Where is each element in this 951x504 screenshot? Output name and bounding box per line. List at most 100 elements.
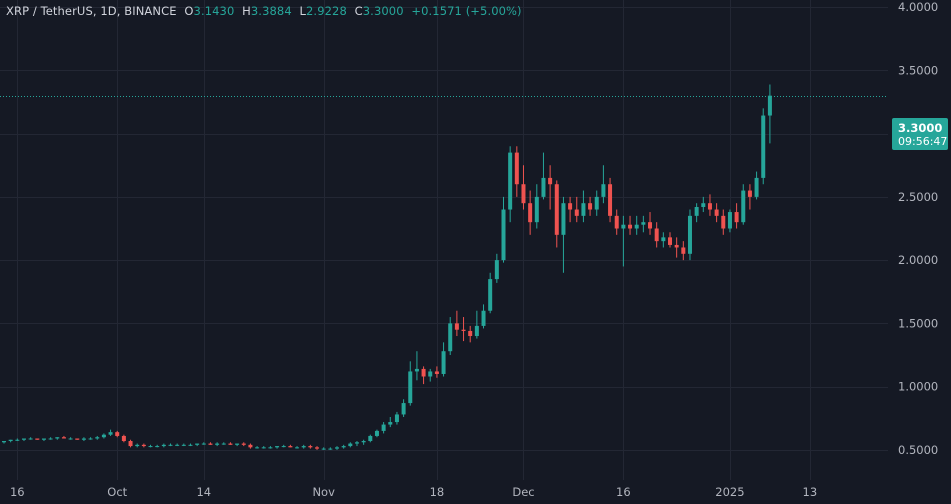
candle-body	[388, 422, 393, 425]
candle-body	[135, 444, 140, 447]
candle-body	[115, 432, 120, 436]
symbol-legend: XRP / TetherUS, 1D, BINANCE O3.1430 H3.3…	[6, 4, 522, 18]
candle-body	[48, 438, 53, 440]
candle-body	[195, 443, 200, 445]
time-tick-label: 16	[10, 485, 25, 499]
candle-body	[754, 177, 759, 197]
candle-body	[654, 228, 659, 242]
candle-body	[461, 329, 466, 331]
candle-body	[628, 224, 633, 229]
candle-body	[148, 446, 153, 448]
candle-body	[15, 439, 20, 441]
high-label: H	[242, 4, 251, 18]
candle-body	[574, 209, 579, 216]
candle-body	[335, 447, 339, 449]
candle-body	[441, 351, 446, 374]
candle-body	[28, 438, 33, 440]
candle-body	[21, 438, 26, 440]
candle-body	[767, 95, 772, 116]
candle-body	[95, 437, 100, 439]
high-value: 3.3884	[250, 4, 292, 18]
candle-body	[201, 443, 206, 445]
candle-body	[348, 443, 353, 447]
candle-body	[614, 215, 619, 229]
candle-body	[521, 184, 526, 204]
price-tick-label: 1.0000	[898, 380, 938, 394]
candle-body	[594, 196, 599, 210]
candle-body	[281, 446, 286, 448]
candle-body	[494, 260, 499, 280]
candle-body	[561, 203, 566, 235]
time-tick-label: 18	[430, 485, 445, 499]
candle-body	[401, 403, 406, 415]
candle-body	[208, 443, 213, 445]
candle-body	[714, 209, 719, 216]
low-label: L	[299, 4, 307, 18]
candle-body	[248, 444, 253, 448]
price-axis[interactable]: 4.00003.50003.00002.50002.00001.50001.00…	[898, 0, 938, 457]
candle-body	[88, 438, 93, 440]
candle-body	[727, 212, 732, 229]
candle-body	[428, 371, 433, 377]
open-label: O	[184, 4, 194, 18]
candle-body	[668, 237, 672, 245]
candle-body	[674, 244, 679, 248]
candle-body	[641, 222, 646, 225]
candle-body	[268, 447, 273, 449]
candle-body	[128, 441, 133, 447]
candle-body	[648, 222, 653, 229]
candle-body	[228, 443, 233, 445]
candle-body	[288, 446, 293, 448]
candle-body	[141, 444, 146, 447]
time-axis[interactable]: 16 Oct 14 Nov 18 Dec 16 2025 13	[10, 485, 817, 499]
candle-body	[121, 435, 126, 442]
candle-body	[321, 448, 326, 450]
candle-body	[408, 371, 413, 404]
price-tick-label: 4.0000	[898, 0, 938, 14]
candle-body	[634, 224, 639, 229]
candle-body	[761, 115, 766, 178]
candle-body	[215, 443, 220, 445]
candle-body	[694, 206, 699, 216]
candle-body	[175, 444, 180, 446]
time-tick-label: 2025	[715, 485, 744, 499]
candle-body	[601, 184, 606, 197]
candle-body	[261, 447, 266, 449]
time-tick-label: 16	[616, 485, 631, 499]
candles	[2, 84, 772, 450]
price-tick-label: 2.5000	[898, 190, 938, 204]
time-tick-label: Nov	[312, 485, 335, 499]
candle-body	[454, 323, 459, 330]
candle-body	[108, 432, 113, 435]
candle-body	[721, 215, 726, 229]
candle-body	[341, 446, 346, 448]
price-tick-label: 3.5000	[898, 63, 938, 77]
open-value: 3.1430	[193, 4, 235, 18]
candle-body	[581, 203, 586, 216]
candle-body	[508, 152, 513, 210]
symbol-title: XRP / TetherUS, 1D, BINANCE	[6, 4, 177, 18]
candle-body	[528, 203, 533, 223]
candle-body	[55, 437, 60, 439]
candle-body	[534, 196, 539, 223]
candle-body	[374, 430, 379, 436]
candle-body	[235, 443, 240, 445]
grid-lines	[0, 0, 888, 480]
candle-body	[241, 443, 246, 445]
candle-body	[35, 438, 40, 440]
time-tick-label: Oct	[107, 485, 127, 499]
candle-body	[661, 237, 666, 242]
candle-body	[8, 439, 13, 442]
candle-body	[295, 447, 300, 449]
bar-countdown: 09:56:47	[898, 135, 948, 148]
time-tick-label: 13	[803, 485, 818, 499]
time-tick-label: 14	[196, 485, 211, 499]
candle-body	[2, 441, 6, 443]
candle-body	[361, 441, 366, 443]
price-tick-label: 2.0000	[898, 253, 938, 267]
candle-body	[181, 444, 186, 446]
candle-body	[315, 447, 320, 449]
candle-body	[501, 209, 506, 261]
